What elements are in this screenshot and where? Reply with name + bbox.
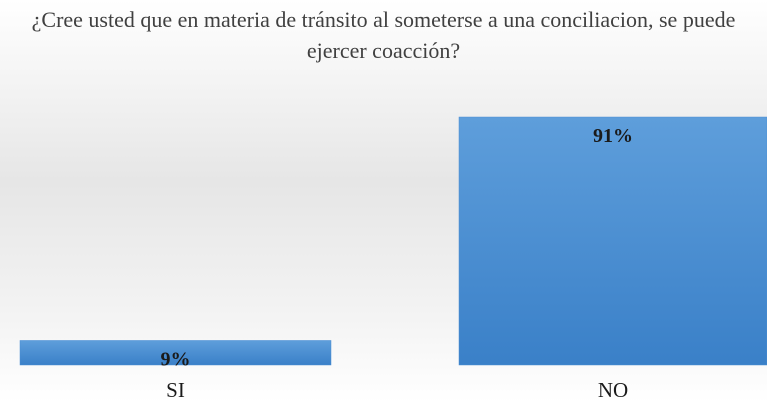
x-tick-label: SI (166, 378, 185, 402)
chart-title: ¿Cree usted que en materia de tránsito a… (31, 7, 736, 63)
bar (19, 340, 332, 366)
data-label: 9% (161, 348, 191, 370)
data-label: 91% (593, 125, 633, 147)
bar (458, 116, 767, 366)
x-tick-label: NO (598, 378, 628, 402)
